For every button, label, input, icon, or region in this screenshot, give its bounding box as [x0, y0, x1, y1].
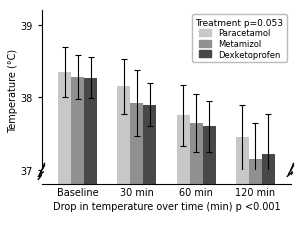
- Bar: [236, 170, 249, 184]
- Bar: [84, 78, 97, 225]
- X-axis label: Drop in temperature over time (min) p <0.001: Drop in temperature over time (min) p <0…: [53, 201, 280, 211]
- Bar: [117, 170, 130, 184]
- Bar: [143, 170, 156, 184]
- Bar: [177, 116, 190, 225]
- Bar: [130, 170, 143, 184]
- Legend: Paracetamol, Metamizol, Dexketoprofen: Paracetamol, Metamizol, Dexketoprofen: [192, 15, 287, 63]
- Bar: [236, 137, 249, 225]
- Bar: [177, 170, 190, 184]
- Bar: [203, 127, 216, 225]
- Bar: [190, 170, 203, 184]
- Y-axis label: Temperature (°C): Temperature (°C): [8, 49, 18, 133]
- Bar: [117, 87, 130, 225]
- Bar: [262, 154, 275, 225]
- Bar: [143, 105, 156, 225]
- Bar: [84, 170, 97, 184]
- Bar: [58, 170, 71, 184]
- Bar: [203, 170, 216, 184]
- Bar: [249, 170, 262, 184]
- Bar: [262, 170, 275, 184]
- Bar: [190, 123, 203, 225]
- Bar: [130, 104, 143, 225]
- Bar: [71, 170, 84, 184]
- Bar: [58, 73, 71, 225]
- Bar: [249, 159, 262, 225]
- Bar: [71, 78, 84, 225]
